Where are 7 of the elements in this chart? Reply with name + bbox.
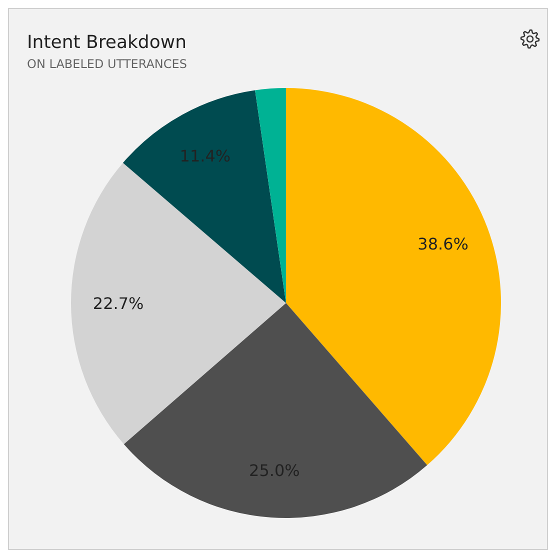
data-label: 38.6%: [418, 234, 468, 254]
pie-slice: [286, 88, 501, 466]
chart-subtitle: ON LABELED UTTERANCES: [27, 57, 187, 71]
pie-slice: [71, 162, 286, 444]
chart-title: Intent Breakdown: [27, 32, 186, 53]
data-label: 22.7%: [92, 294, 144, 314]
pie-slice: [255, 88, 286, 303]
